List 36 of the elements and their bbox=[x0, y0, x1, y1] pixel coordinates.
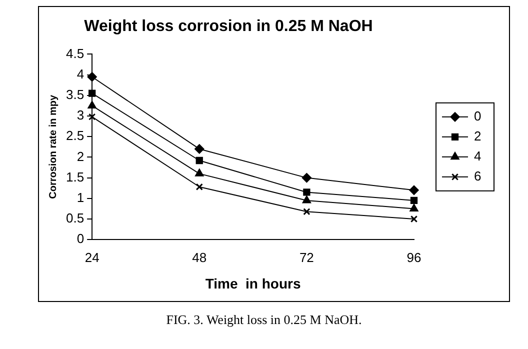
caption: FIG. 3. Weight loss in 0.25 M NaOH. bbox=[165, 312, 363, 328]
point bbox=[409, 185, 419, 195]
point bbox=[194, 144, 204, 154]
y-tick-label: 1.5 bbox=[66, 169, 84, 184]
y-axis-title: Corrosion rate in mpy bbox=[48, 94, 59, 199]
x-tick-label: 96 bbox=[406, 250, 422, 265]
point bbox=[196, 183, 203, 190]
point bbox=[303, 188, 310, 196]
point bbox=[196, 156, 203, 164]
y-tick-label: 1 bbox=[76, 190, 84, 205]
y-tick-label: 4 bbox=[76, 66, 84, 82]
y-tick-label: 2 bbox=[76, 148, 84, 164]
y-tick-label: 4.5 bbox=[66, 46, 84, 61]
y-tick-label: 3 bbox=[76, 108, 84, 123]
x-axis-title: Time in hours bbox=[205, 275, 301, 292]
point bbox=[303, 208, 310, 216]
point bbox=[410, 204, 418, 212]
chart-title: Weight loss corrosion in 0.25 M NaOH bbox=[84, 18, 373, 36]
point bbox=[302, 196, 311, 204]
point bbox=[88, 100, 96, 108]
point bbox=[410, 196, 418, 204]
point bbox=[410, 215, 418, 223]
point bbox=[302, 173, 312, 183]
legend-label: 0 bbox=[474, 108, 482, 124]
point bbox=[87, 72, 97, 82]
y-tick-label: 2.5 bbox=[66, 128, 84, 144]
legend-label: 4 bbox=[474, 148, 482, 164]
legend-label: 2 bbox=[474, 128, 482, 144]
point bbox=[195, 168, 204, 176]
x-tick-label: 48 bbox=[192, 250, 207, 265]
y-tick-label: 3.5 bbox=[66, 86, 84, 102]
y-tick-label: 0.5 bbox=[66, 210, 84, 226]
x-tick-label: 72 bbox=[299, 250, 314, 265]
y-tick-label: 0 bbox=[76, 231, 84, 246]
legend-label: 6 bbox=[474, 168, 482, 184]
x-tick-label: 24 bbox=[84, 250, 100, 265]
